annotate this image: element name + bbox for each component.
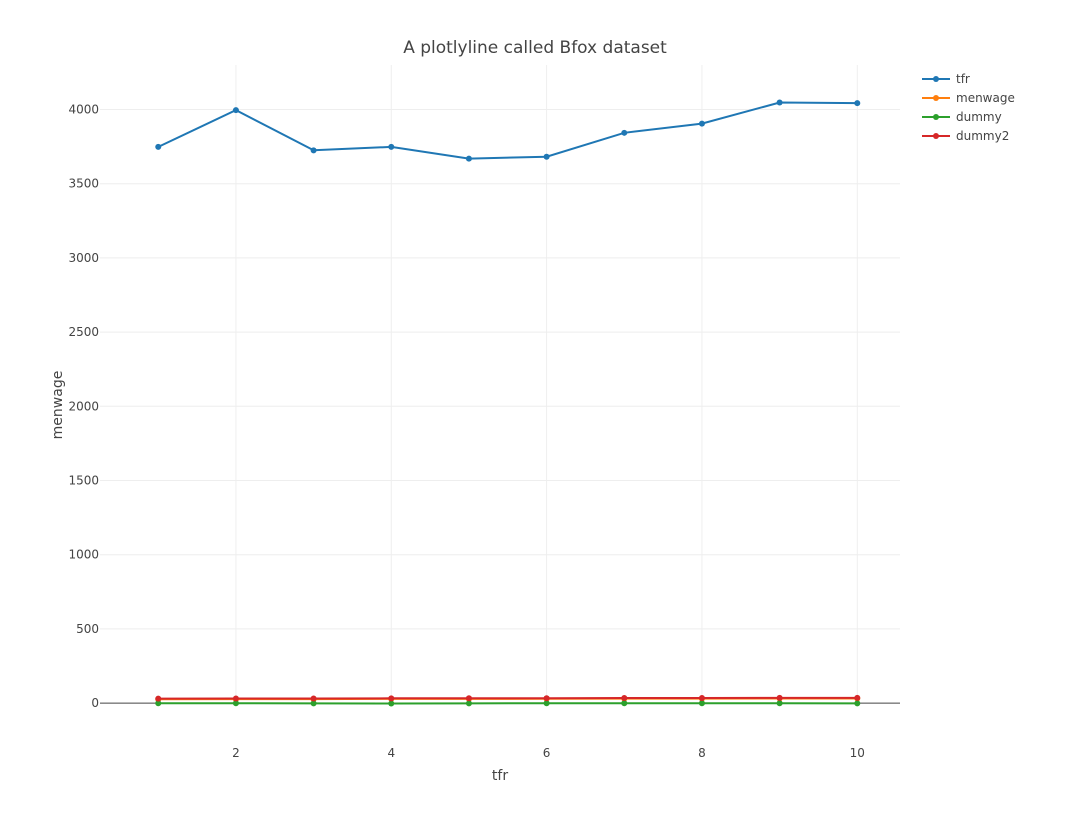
y-tick-label: 1500	[68, 474, 99, 488]
series-line	[157, 101, 858, 160]
legend-item-menwage[interactable]: menwage	[922, 91, 1015, 105]
y-tick-label: 3500	[68, 177, 99, 191]
x-axis-title: tfr	[492, 768, 508, 784]
y-tick-label: 2000	[68, 399, 99, 413]
data-point	[543, 700, 550, 707]
data-point	[698, 695, 705, 702]
data-point	[388, 695, 395, 702]
series-dummy	[155, 700, 861, 707]
data-point	[854, 700, 861, 707]
y-tick-label: 2500	[68, 325, 99, 339]
data-point	[543, 695, 550, 702]
data-point	[698, 120, 705, 127]
legend-marker	[933, 95, 939, 101]
data-point	[232, 695, 239, 702]
data-point	[388, 143, 395, 150]
y-tick-label: 500	[76, 622, 99, 636]
legend: tfr menwage dummy dummy2	[922, 72, 1015, 143]
y-axis-title: menwage	[50, 371, 66, 440]
data-point	[155, 700, 162, 707]
legend-label: dummy	[956, 110, 1002, 124]
chart-title: A plotlyline called Bfox dataset	[403, 38, 667, 58]
x-tick-label: 8	[698, 746, 706, 760]
legend-marker	[933, 133, 939, 139]
legend-item-dummy[interactable]: dummy	[922, 110, 1002, 124]
data-point	[465, 695, 472, 702]
y-tick-label: 1000	[68, 548, 99, 562]
y-tick-label: 4000	[68, 103, 99, 117]
data-point	[698, 700, 705, 707]
data-point	[155, 143, 162, 150]
series-line	[158, 696, 858, 700]
data-point	[465, 700, 472, 707]
data-point	[232, 700, 239, 707]
data-point	[854, 694, 861, 701]
x-tick-label: 10	[850, 746, 865, 760]
series-dummy2	[155, 694, 861, 702]
legend-label: tfr	[956, 72, 970, 86]
data-point	[776, 700, 783, 707]
data-point	[388, 700, 395, 707]
axis-layer: 2 4 6 8 10 0 500 1000 1500 2000 2500 3000 3500 4000	[68, 103, 864, 760]
legend-marker	[933, 76, 939, 82]
data-point	[465, 155, 472, 162]
legend-item-tfr[interactable]: tfr	[922, 72, 970, 86]
series-tfr	[155, 99, 861, 162]
data-point	[155, 695, 162, 702]
data-point	[854, 100, 861, 107]
grid-layer	[100, 65, 900, 705]
data-point	[310, 700, 317, 707]
data-point	[232, 107, 239, 114]
data-point	[310, 695, 317, 702]
data-point	[776, 99, 783, 106]
y-tick-label: 0	[91, 696, 99, 710]
data-point	[543, 153, 550, 160]
y-tick-label: 3000	[68, 251, 99, 265]
legend-marker	[933, 114, 939, 120]
data-point	[310, 147, 317, 154]
data-point	[621, 129, 628, 136]
legend-label: dummy2	[956, 129, 1009, 143]
data-point	[621, 695, 628, 702]
series-layer	[155, 99, 861, 707]
x-tick-label: 2	[232, 746, 240, 760]
x-tick-label: 6	[543, 746, 551, 760]
x-tick-label: 4	[387, 746, 395, 760]
data-point	[621, 700, 628, 707]
data-point	[776, 694, 783, 701]
legend-item-dummy2[interactable]: dummy2	[922, 129, 1009, 143]
legend-label: menwage	[956, 91, 1015, 105]
